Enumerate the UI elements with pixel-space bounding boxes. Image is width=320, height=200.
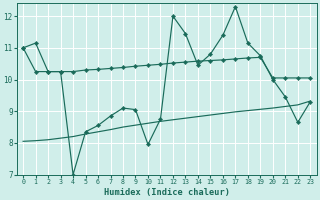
X-axis label: Humidex (Indice chaleur): Humidex (Indice chaleur)	[104, 188, 230, 197]
